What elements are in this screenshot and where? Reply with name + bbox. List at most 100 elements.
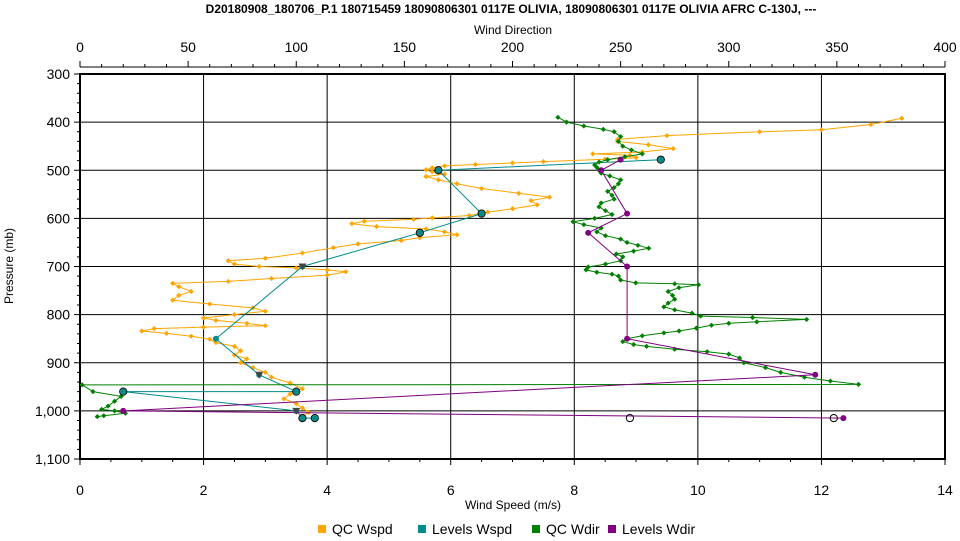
data-point-qc-wspd xyxy=(627,152,633,158)
data-point-qc-wspd xyxy=(423,173,429,180)
data-point-qc-wdir xyxy=(827,378,833,384)
data-point-qc-wspd xyxy=(441,229,448,235)
data-point-levels-wdir xyxy=(598,167,605,174)
data-point-qc-wspd xyxy=(670,145,676,152)
data-point-qc-wdir xyxy=(762,364,769,371)
data-point-qc-wdir xyxy=(726,320,732,326)
data-point-qc-wdir xyxy=(665,300,671,306)
data-point-qc-wspd xyxy=(170,297,176,303)
data-point-qc-wspd xyxy=(268,374,275,380)
open-circle-marker xyxy=(625,413,634,423)
data-point-levels-wspd xyxy=(299,415,306,422)
data-point-qc-wspd xyxy=(287,380,293,386)
data-point-qc-wdir xyxy=(749,314,756,321)
x-axis-label: Wind Speed (m/s) xyxy=(465,498,561,512)
data-point-qc-wspd xyxy=(256,263,262,270)
data-point-qc-wdir xyxy=(639,333,645,339)
data-point-qc-wdir xyxy=(555,114,561,120)
data-point-qc-wdir xyxy=(669,292,676,298)
data-point-qc-wdir xyxy=(855,381,862,388)
x-tick-label: 10 xyxy=(690,482,706,498)
data-point-qc-wspd xyxy=(899,115,905,121)
data-point-qc-wspd xyxy=(213,317,219,323)
data-point-qc-wspd xyxy=(435,177,441,183)
data-point-qc-wdir xyxy=(661,304,667,310)
data-point-qc-wspd xyxy=(664,133,670,139)
data-point-qc-wspd xyxy=(268,275,275,282)
data-point-qc-wspd xyxy=(281,396,287,402)
data-point-qc-wspd xyxy=(299,386,306,392)
top-tick-label: 50 xyxy=(180,39,196,55)
data-point-qc-wspd xyxy=(429,215,435,221)
y-tick-label: 500 xyxy=(47,162,71,178)
series-line-qc-wspd xyxy=(141,117,902,418)
top-axis: 0 50 100 150 200 250 300 350 400 xyxy=(76,39,957,67)
data-point-qc-wdir xyxy=(631,248,637,254)
data-point-qc-wdir xyxy=(672,296,678,302)
marker-layer xyxy=(119,155,838,423)
x-axis: 0 2 4 6 8 10 12 14 xyxy=(76,459,953,498)
data-point-qc-wdir xyxy=(598,200,604,206)
data-point-qc-wdir xyxy=(112,398,118,404)
data-point-qc-wspd xyxy=(231,352,238,358)
data-point-qc-wdir xyxy=(639,151,645,157)
data-point-qc-wdir xyxy=(676,285,682,291)
data-point-qc-wdir xyxy=(620,338,626,345)
y-tick-label: 1,000 xyxy=(35,403,70,419)
data-point-qc-wspd xyxy=(170,280,176,286)
data-point-qc-wdir xyxy=(581,222,587,228)
triangle-marker xyxy=(255,371,264,379)
data-point-qc-wdir xyxy=(596,159,602,165)
data-point-qc-wspd xyxy=(238,348,244,354)
data-point-qc-wdir xyxy=(607,173,613,179)
x-tick-label: 8 xyxy=(570,482,578,498)
data-point-levels-wdir xyxy=(624,210,631,217)
data-point-qc-wspd xyxy=(330,245,336,251)
data-point-qc-wspd xyxy=(207,301,213,307)
legend-swatch xyxy=(532,525,540,533)
data-point-qc-wspd xyxy=(287,391,293,397)
data-point-qc-wdir xyxy=(624,239,630,246)
data-point-qc-wspd xyxy=(200,324,207,330)
y-tick-label: 800 xyxy=(47,307,71,323)
data-point-levels-wdir xyxy=(812,371,819,378)
data-point-qc-wspd xyxy=(411,216,417,222)
data-point-qc-wdir xyxy=(618,236,624,242)
data-point-qc-wspd xyxy=(454,181,460,187)
x-tick-label: 12 xyxy=(814,482,830,498)
data-point-qc-wdir xyxy=(661,330,667,336)
data-point-qc-wdir xyxy=(609,271,615,277)
data-point-qc-wspd xyxy=(139,328,145,334)
data-point-qc-wdir xyxy=(605,188,611,195)
data-point-qc-wdir xyxy=(611,184,617,191)
data-point-qc-wdir xyxy=(615,181,622,187)
data-point-qc-wdir xyxy=(676,328,682,334)
data-point-qc-wspd xyxy=(355,241,361,247)
legend-swatch xyxy=(318,525,326,533)
data-point-qc-wdir xyxy=(570,219,576,225)
data-point-qc-wdir xyxy=(600,126,606,132)
top-tick-label: 0 xyxy=(76,39,84,55)
data-point-levels-wdir xyxy=(120,407,127,414)
data-point-qc-wspd xyxy=(262,323,268,329)
y-tick-label: 900 xyxy=(47,355,71,371)
top-tick-label: 250 xyxy=(609,39,633,55)
data-point-qc-wdir xyxy=(693,325,699,331)
data-point-qc-wspd xyxy=(454,232,460,238)
data-point-levels-wdir xyxy=(617,156,624,163)
data-point-qc-wdir xyxy=(592,215,598,221)
legend-swatch xyxy=(418,525,426,533)
data-point-levels-wdir xyxy=(624,263,631,270)
data-point-qc-wdir xyxy=(628,147,635,153)
data-point-qc-wspd xyxy=(472,161,479,168)
data-point-qc-wdir xyxy=(615,138,622,144)
data-point-qc-wdir xyxy=(643,343,650,349)
data-point-qc-wspd xyxy=(818,127,825,133)
x-tick-label: 6 xyxy=(447,482,455,498)
data-point-qc-wspd xyxy=(429,165,435,171)
data-point-qc-wspd xyxy=(349,221,355,227)
legend-label: Levels Wdir xyxy=(622,521,695,537)
data-point-qc-wdir xyxy=(583,267,589,273)
data-point-qc-wdir xyxy=(635,242,641,248)
data-point-levels-wdir xyxy=(840,415,847,422)
